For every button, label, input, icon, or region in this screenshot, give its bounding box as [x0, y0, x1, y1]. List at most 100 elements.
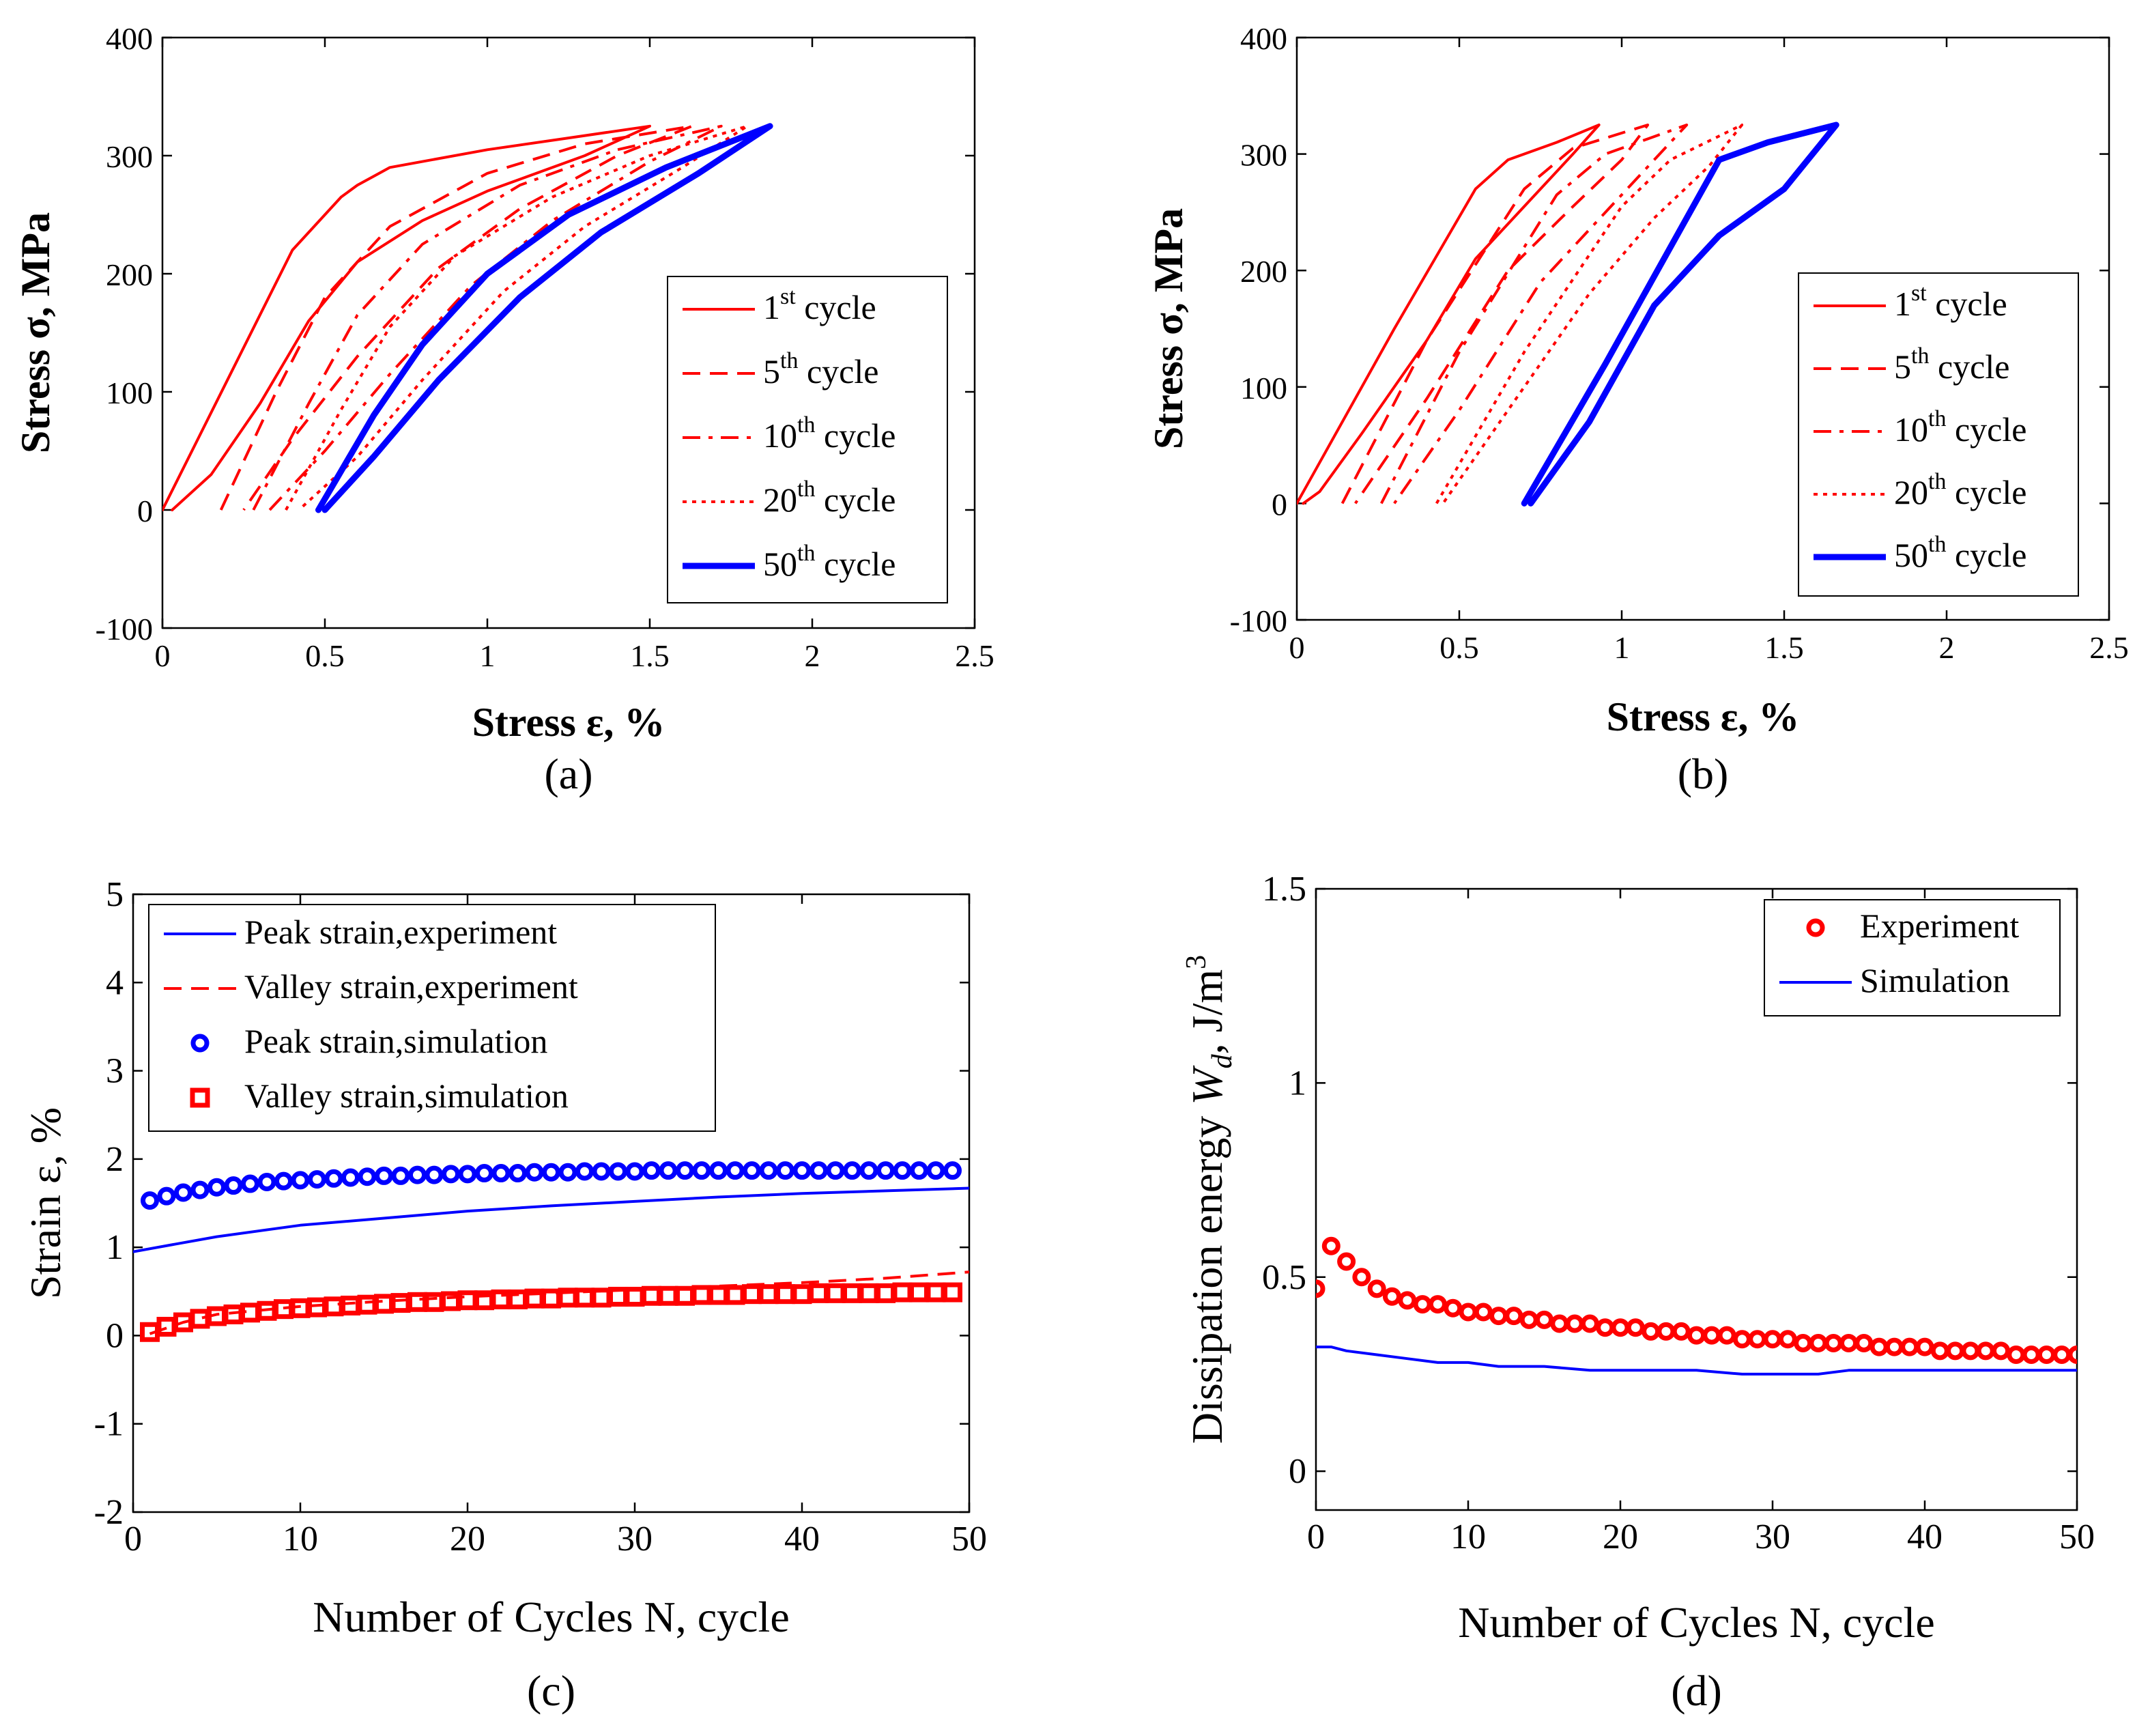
data-point-circle — [1717, 1326, 1736, 1345]
x-tick-label: 0 — [1307, 1518, 1325, 1556]
plot-frame — [1295, 36, 2110, 621]
data-point-square — [892, 1282, 913, 1303]
legend-name: cycle — [1946, 536, 2026, 574]
legend-swatch-square — [190, 1087, 210, 1108]
series-4 — [285, 124, 749, 511]
data-point-circle — [442, 1165, 460, 1184]
data-point-square — [474, 1290, 494, 1311]
series-line — [1316, 1346, 2077, 1376]
y-tick-label: 100 — [106, 375, 153, 410]
legend-ordinal-suffix: th — [1928, 469, 1946, 494]
series-line — [252, 124, 723, 511]
data-point-square — [926, 1282, 946, 1303]
data-point-circle — [876, 1161, 895, 1180]
y-axis-label-unit: , J/m — [1183, 969, 1231, 1054]
legend-ordinal: 50 — [1894, 536, 1928, 574]
data-point-circle — [1413, 1295, 1432, 1314]
x-axis-label: Number of Cycles N, cycle — [313, 1593, 789, 1641]
legend-name: cycle — [1946, 410, 2026, 449]
data-point-circle — [1732, 1330, 1751, 1349]
data-point-square — [775, 1284, 795, 1305]
data-point-circle — [1976, 1341, 1995, 1361]
data-point-circle — [1885, 1337, 1904, 1356]
legend-entry-label: Peak strain,simulation — [244, 1022, 547, 1060]
data-point-circle — [190, 1180, 210, 1199]
series-2 — [219, 124, 693, 511]
y-tick-label: 1 — [1289, 1064, 1306, 1102]
x-tick-label: 2.5 — [2089, 630, 2129, 665]
data-point-circle — [726, 1161, 745, 1180]
y-tick-label: 0 — [106, 1316, 124, 1355]
y-tick-label: 3 — [106, 1052, 124, 1091]
data-point-circle — [843, 1161, 861, 1180]
x-tick-label: 0.5 — [1439, 630, 1479, 665]
series-3 — [252, 124, 723, 511]
series-line — [285, 124, 749, 511]
legend: Experiment Simulation — [1764, 899, 2061, 1016]
data-point-square — [792, 1284, 812, 1305]
data-point-square — [156, 1317, 177, 1337]
x-tick-label: 2.5 — [955, 638, 994, 673]
data-point-circle — [558, 1163, 577, 1182]
legend-name: cycle — [1927, 285, 2007, 323]
legend-ordinal: 5 — [1894, 347, 1911, 386]
series-line — [315, 123, 773, 513]
data-point-square — [207, 1306, 227, 1326]
data-point-circle — [1946, 1341, 1965, 1361]
data-point-circle — [1596, 1318, 1615, 1337]
legend-name: cycle — [1946, 473, 2026, 511]
x-tick-label: 10 — [283, 1520, 318, 1559]
y-tick-label: 1.5 — [1262, 870, 1306, 909]
series-line — [133, 1186, 969, 1253]
legend-entry-label: 50th cycle — [1894, 532, 2026, 574]
data-point-circle — [893, 1161, 912, 1180]
data-point-circle — [525, 1163, 544, 1182]
series-line — [162, 124, 651, 511]
data-point-square — [825, 1283, 846, 1303]
data-point-square — [742, 1284, 762, 1305]
data-point-circle — [475, 1164, 493, 1183]
data-point-circle — [1519, 1310, 1538, 1329]
y-tick-label: 200 — [1240, 254, 1287, 289]
data-point-circle — [1383, 1287, 1401, 1306]
data-point-circle — [1428, 1295, 1447, 1314]
data-point-circle — [1611, 1318, 1630, 1337]
x-tick-label: 0.5 — [305, 638, 345, 673]
data-point-circle — [1915, 1337, 1934, 1356]
y-tick-label: 1 — [106, 1228, 124, 1267]
x-tick-label: 50 — [951, 1520, 987, 1559]
legend-entry-label: 50th cycle — [763, 541, 895, 583]
data-point-square — [223, 1304, 244, 1324]
chart-panel-4: 0 10 20 30 40 50 0 0.5 1 1.5 Experiment Simulation N… — [1181, 870, 2095, 1715]
data-point-square — [390, 1293, 411, 1313]
y-axis-label: Dissipation energy Wd, J/m3 — [1181, 955, 1238, 1444]
data-point-square — [407, 1292, 427, 1312]
legend-ordinal: 50 — [763, 545, 797, 583]
data-point-square — [943, 1282, 962, 1303]
data-point-circle — [2037, 1346, 2056, 1364]
data-point-square — [591, 1287, 612, 1308]
y-tick-label: 400 — [1240, 21, 1287, 56]
y-axis-label-text: Dissipation energy — [1183, 1105, 1231, 1445]
data-point-circle — [1474, 1303, 1493, 1322]
data-point-circle — [2022, 1346, 2041, 1364]
legend-ordinal-suffix: th — [1928, 532, 1946, 557]
legend-entry-label: 5th cycle — [1894, 343, 2009, 386]
legend-swatch-circle — [1806, 918, 1825, 937]
data-point-circle — [157, 1186, 176, 1206]
data-point-circle — [1794, 1333, 1813, 1352]
data-point-circle — [943, 1161, 962, 1180]
data-point-circle — [826, 1161, 845, 1180]
y-tick-label: 0 — [1272, 487, 1287, 522]
data-point-circle — [1367, 1279, 1386, 1298]
series-2 — [1316, 1346, 2077, 1376]
series-1 — [1297, 124, 1601, 505]
data-point-square — [608, 1287, 628, 1307]
legend-name: cycle — [815, 545, 895, 583]
data-point-circle — [1642, 1322, 1661, 1341]
legend-ordinal-suffix: th — [797, 476, 815, 502]
data-point-circle — [1763, 1330, 1782, 1349]
legend-entry-label: 10th cycle — [1894, 406, 2026, 449]
data-point-circle — [642, 1161, 661, 1180]
